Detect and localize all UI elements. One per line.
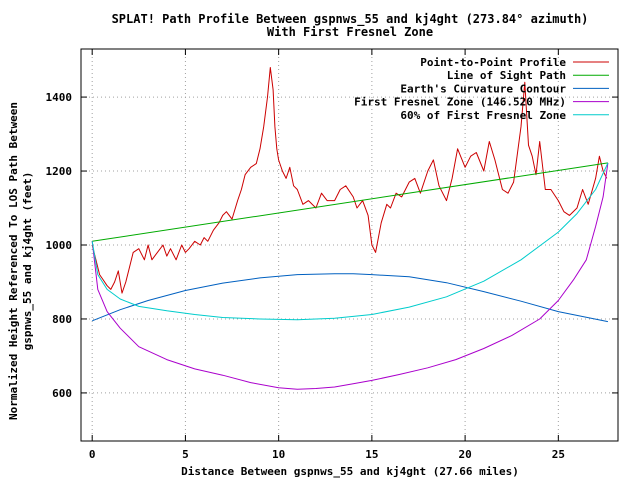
legend-label-2: Earth's Curvature Contour [400,82,566,95]
plot-border [80,48,619,442]
x-tick-label: 15 [365,448,378,461]
legend-label-3: First Fresnel Zone (146.520 MHz) [354,96,566,109]
x-tick-label: 0 [89,448,96,461]
chart-subtitle: With First Fresnel Zone [267,25,433,39]
y-tick-label: 1400 [46,91,73,104]
series-line-2 [92,273,608,323]
y-tick-label: 800 [52,313,72,326]
y-tick-label: 600 [52,387,72,400]
y-axis-label-line1: Normalized Height Referenced To LOS Path… [7,102,20,420]
x-tick-label: 20 [458,448,471,461]
legend-label-0: Point-to-Point Profile [420,56,566,69]
y-tick-label: 1000 [46,239,73,252]
legend-label-4: 60% of First Fresnel Zone [400,109,566,122]
x-tick-label: 5 [182,448,189,461]
y-axis-label-line2: gspnws_55 and kj4ght (feet) [21,172,34,351]
x-axis-label: Distance Between gspnws_55 and kj4ght (2… [181,465,519,478]
chart-title: SPLAT! Path Profile Between gspnws_55 an… [112,12,589,27]
x-tick-label: 10 [272,448,285,461]
series-line-3 [91,162,609,390]
series-lines [91,67,609,390]
series-line-0 [91,67,608,294]
series-line-1 [92,162,608,242]
series-line-4 [91,162,609,321]
legend-label-1: Line of Sight Path [447,69,566,82]
x-tick-label: 25 [552,448,565,461]
axis-ticks: 0 5 10 15 20 25 600 800 1000 1200 1400 [46,49,618,461]
y-tick-label: 1200 [46,165,73,178]
